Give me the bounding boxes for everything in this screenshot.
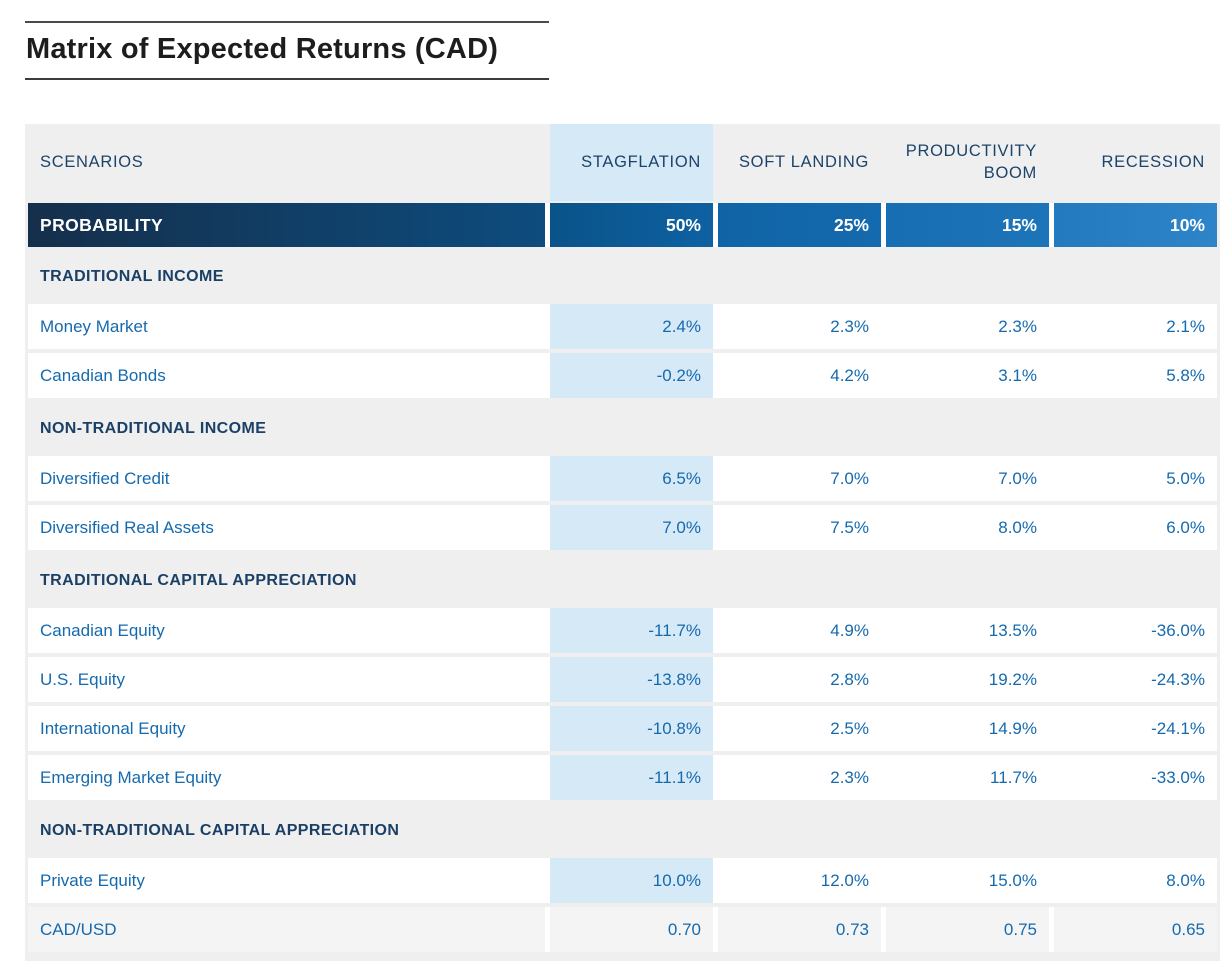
cell-productivity-boom: 7.0%	[886, 456, 1049, 501]
row-label: International Equity	[28, 706, 545, 751]
cell-soft-landing: 7.5%	[718, 505, 881, 550]
row-label: Diversified Real Assets	[28, 505, 545, 550]
table-row-canadian-bonds: Canadian Bonds -0.2% 4.2% 3.1% 5.8%	[28, 353, 1217, 398]
column-header-soft-landing: SOFT LANDING	[738, 152, 869, 171]
column-header-productivity-boom: PRODUCTIVITY BOOM	[905, 142, 1037, 182]
section-header-traditional-capital-appreciation: TRADITIONAL CAPITAL APPRECIATION	[40, 572, 357, 589]
cell-soft-landing: 2.8%	[718, 657, 881, 702]
cell-stagflation: -13.8%	[550, 657, 713, 702]
cell-productivity-boom: 13.5%	[886, 608, 1049, 653]
table-row-diversified-credit: Diversified Credit 6.5% 7.0% 7.0% 5.0%	[28, 456, 1217, 501]
page-title: Matrix of Expected Returns (CAD)	[26, 33, 499, 65]
table-row-private-equity: Private Equity 10.0% 12.0% 15.0% 8.0%	[28, 858, 1217, 903]
probability-value-stagflation: 50%	[550, 203, 713, 247]
cell-soft-landing: 2.5%	[718, 706, 881, 751]
cell-productivity-boom: 0.75	[886, 907, 1049, 952]
cell-soft-landing: 7.0%	[718, 456, 881, 501]
cell-soft-landing: 0.73	[718, 907, 881, 952]
table-row-cad-usd: CAD/USD 0.70 0.73 0.75 0.65	[28, 907, 1217, 952]
row-label: Money Market	[28, 304, 545, 349]
cell-productivity-boom: 2.3%	[886, 304, 1049, 349]
cell-recession: 6.0%	[1054, 505, 1217, 550]
cell-recession: -36.0%	[1054, 608, 1217, 653]
section-header-non-traditional-income: NON-TRADITIONAL INCOME	[40, 420, 267, 437]
table-row-international-equity: International Equity -10.8% 2.5% 14.9% -…	[28, 706, 1217, 751]
table-header-row: SCENARIOS STAGFLATION SOFT LANDING PRODU…	[28, 124, 1217, 201]
title-block: Matrix of Expected Returns (CAD)	[25, 21, 549, 80]
probability-value-recession: 10%	[1054, 203, 1217, 247]
cell-stagflation: 7.0%	[550, 505, 713, 550]
probability-row: PROBABILITY 50% 25% 15% 10%	[28, 203, 1217, 247]
column-header-stagflation: STAGFLATION	[550, 124, 713, 201]
table-row-money-market: Money Market 2.4% 2.3% 2.3% 2.1%	[28, 304, 1217, 349]
row-label: U.S. Equity	[28, 657, 545, 702]
table-row-emerging-market-equity: Emerging Market Equity -11.1% 2.3% 11.7%…	[28, 755, 1217, 800]
column-header-recession: RECESSION	[1101, 152, 1205, 171]
section-header-non-traditional-capital-appreciation: NON-TRADITIONAL CAPITAL APPRECIATION	[40, 822, 400, 839]
probability-value-productivity-boom: 15%	[886, 203, 1049, 247]
cell-soft-landing: 2.3%	[718, 755, 881, 800]
cell-recession: 8.0%	[1054, 858, 1217, 903]
row-label: CAD/USD	[28, 907, 545, 952]
cell-recession: 5.8%	[1054, 353, 1217, 398]
cell-productivity-boom: 3.1%	[886, 353, 1049, 398]
cell-productivity-boom: 14.9%	[886, 706, 1049, 751]
cell-stagflation: -11.1%	[550, 755, 713, 800]
cell-soft-landing: 4.2%	[718, 353, 881, 398]
probability-row-label: PROBABILITY	[28, 203, 545, 247]
cell-productivity-boom: 19.2%	[886, 657, 1049, 702]
cell-soft-landing: 4.9%	[718, 608, 881, 653]
cell-soft-landing: 2.3%	[718, 304, 881, 349]
row-label: Canadian Equity	[28, 608, 545, 653]
column-header-scenarios: SCENARIOS	[40, 152, 144, 171]
cell-recession: -33.0%	[1054, 755, 1217, 800]
title-top-rule	[25, 21, 549, 23]
cell-stagflation: 2.4%	[550, 304, 713, 349]
cell-stagflation: 0.70	[550, 907, 713, 952]
cell-recession: -24.1%	[1054, 706, 1217, 751]
row-label: Private Equity	[28, 858, 545, 903]
cell-recession: 5.0%	[1054, 456, 1217, 501]
section-header-traditional-income: TRADITIONAL INCOME	[40, 268, 224, 285]
cell-stagflation: 6.5%	[550, 456, 713, 501]
expected-returns-matrix: SCENARIOS STAGFLATION SOFT LANDING PRODU…	[25, 124, 1220, 961]
cell-recession: -24.3%	[1054, 657, 1217, 702]
cell-productivity-boom: 8.0%	[886, 505, 1049, 550]
row-label: Emerging Market Equity	[28, 755, 545, 800]
cell-stagflation: -11.7%	[550, 608, 713, 653]
row-label: Diversified Credit	[28, 456, 545, 501]
cell-productivity-boom: 11.7%	[886, 755, 1049, 800]
cell-soft-landing: 12.0%	[718, 858, 881, 903]
table-row-canadian-equity: Canadian Equity -11.7% 4.9% 13.5% -36.0%	[28, 608, 1217, 653]
cell-recession: 0.65	[1054, 907, 1217, 952]
table-row-us-equity: U.S. Equity -13.8% 2.8% 19.2% -24.3%	[28, 657, 1217, 702]
row-label: Canadian Bonds	[28, 353, 545, 398]
cell-stagflation: -10.8%	[550, 706, 713, 751]
table-row-diversified-real-assets: Diversified Real Assets 7.0% 7.5% 8.0% 6…	[28, 505, 1217, 550]
cell-recession: 2.1%	[1054, 304, 1217, 349]
title-bottom-rule	[25, 78, 549, 80]
probability-value-soft-landing: 25%	[718, 203, 881, 247]
cell-stagflation: 10.0%	[550, 858, 713, 903]
cell-productivity-boom: 15.0%	[886, 858, 1049, 903]
cell-stagflation: -0.2%	[550, 353, 713, 398]
